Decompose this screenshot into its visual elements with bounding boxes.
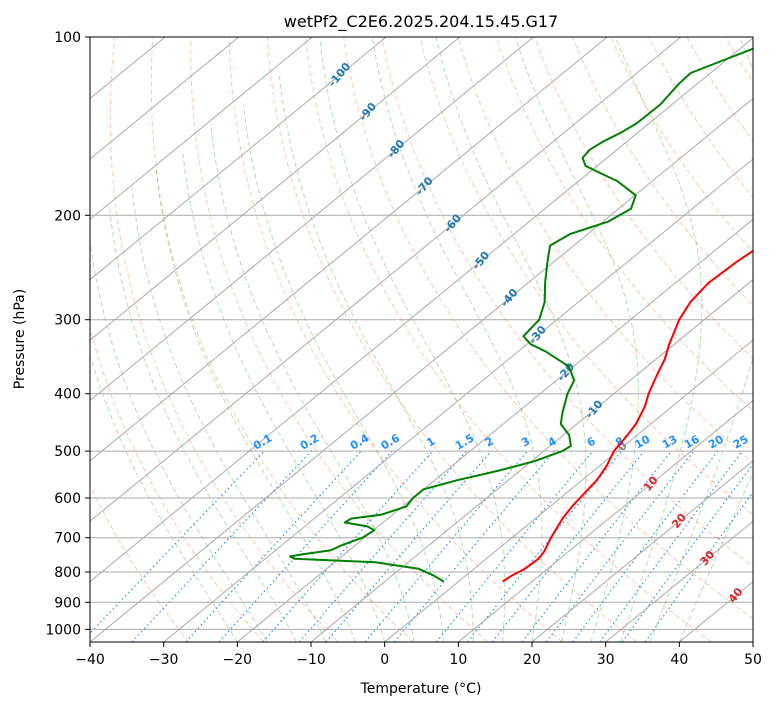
- y-axis-label: Pressure (hPa): [12, 289, 28, 389]
- dry-adiabat: [381, 37, 753, 568]
- plot-frame: [89, 36, 754, 643]
- y-tick-label: 600: [54, 491, 81, 507]
- x-tick-label: −30: [149, 652, 179, 668]
- pressure-gridlines: [90, 37, 753, 630]
- moist-adiabat: [678, 471, 753, 642]
- isotherm-line: [384, 339, 753, 642]
- mixing-ratio-line: [185, 450, 362, 642]
- moist-adiabat: [371, 37, 543, 642]
- isotherm-line: [90, 37, 753, 583]
- y-tick-label: 300: [54, 313, 81, 329]
- moist-adiabat: [278, 72, 474, 642]
- y-tick-label: 100: [54, 30, 81, 46]
- dry-adiabat: [304, 37, 712, 642]
- dry-adiabat: [266, 37, 638, 642]
- isotherm-line: [90, 37, 461, 341]
- dry-adiabat: [457, 37, 753, 464]
- skewed-isotherms: [90, 37, 753, 642]
- moist-adiabat: [155, 165, 356, 642]
- moist-adiabat: [109, 208, 297, 642]
- isotherm-line: [236, 218, 753, 642]
- isotherm-line: [90, 37, 534, 402]
- isotherm-line: [605, 520, 753, 642]
- x-tick-label: 30: [597, 652, 615, 668]
- x-axis-label: Temperature (°C): [360, 681, 482, 697]
- dry-adiabats: [90, 37, 753, 642]
- dry-adiabat: [533, 37, 753, 360]
- dry-adiabat: [150, 37, 414, 642]
- y-tick-label: 900: [54, 595, 81, 611]
- moist-adiabat: [614, 37, 703, 642]
- x-tick-label: −40: [75, 652, 105, 668]
- dry-adiabat: [228, 37, 563, 642]
- chart-title: wetPf2_C2E6.2025.204.15.45.G17: [284, 12, 558, 32]
- moist-adiabat: [131, 188, 327, 642]
- x-tick-label: 20: [523, 652, 541, 668]
- x-tick-label: 10: [449, 652, 467, 668]
- mixing-ratio-line: [218, 450, 393, 642]
- mixing-ratio-line: [435, 450, 594, 642]
- moist-adiabat: [242, 104, 445, 642]
- mixing-ratio-line: [90, 450, 265, 635]
- mixing-ratio-line: [131, 450, 312, 642]
- moist-adiabat: [319, 37, 506, 642]
- axes: −40 −30 −20 −10 0 10 20 30 40 50 100 200 300 400 500 60…: [45, 30, 762, 668]
- isotherm-line: [90, 37, 608, 462]
- dry-adiabat: [343, 37, 753, 620]
- mixing-ratio-line: [325, 450, 492, 642]
- x-tick-label: 50: [744, 652, 762, 668]
- y-tick-label: 200: [54, 208, 81, 224]
- y-tick-label: 800: [54, 565, 81, 581]
- moist-adiabat: [90, 353, 238, 642]
- isotherm-line: [310, 279, 753, 642]
- y-tick-label: 500: [54, 444, 81, 460]
- temperature-trace: [502, 249, 753, 583]
- moist-adiabat: [90, 236, 268, 642]
- isotherm-line: [457, 399, 753, 642]
- isotherm-line: [90, 97, 753, 642]
- mixing-ratio-label: 30: [751, 432, 771, 451]
- mixing-ratio-line: [467, 450, 622, 642]
- dewpoint-trace: [289, 47, 753, 583]
- x-tick-label: 40: [670, 652, 688, 668]
- moist-adiabat: [435, 37, 587, 642]
- isotherm-line: [90, 37, 240, 160]
- y-tick-label: 1000: [45, 622, 81, 638]
- dry-adiabat: [109, 37, 339, 642]
- dry-adiabat: [419, 37, 753, 516]
- isotherm-line: [90, 37, 387, 281]
- isotherm-line: [163, 158, 753, 642]
- mixing-ratio-line: [262, 450, 434, 642]
- isotherm-line: [531, 460, 753, 642]
- y-tick-label: 400: [54, 387, 81, 403]
- y-tick-label: 700: [54, 531, 81, 547]
- isotherm-line: [90, 37, 682, 522]
- x-tick-label: −20: [223, 652, 253, 668]
- x-tick-label: 0: [380, 652, 389, 668]
- isotherm-line: [90, 37, 313, 220]
- x-tick-label: −10: [296, 652, 326, 668]
- sounding-traces: [289, 47, 753, 583]
- moist-adiabat: [515, 37, 639, 642]
- dry-adiabat: [190, 37, 488, 642]
- mixing-ratio-line: [572, 450, 719, 642]
